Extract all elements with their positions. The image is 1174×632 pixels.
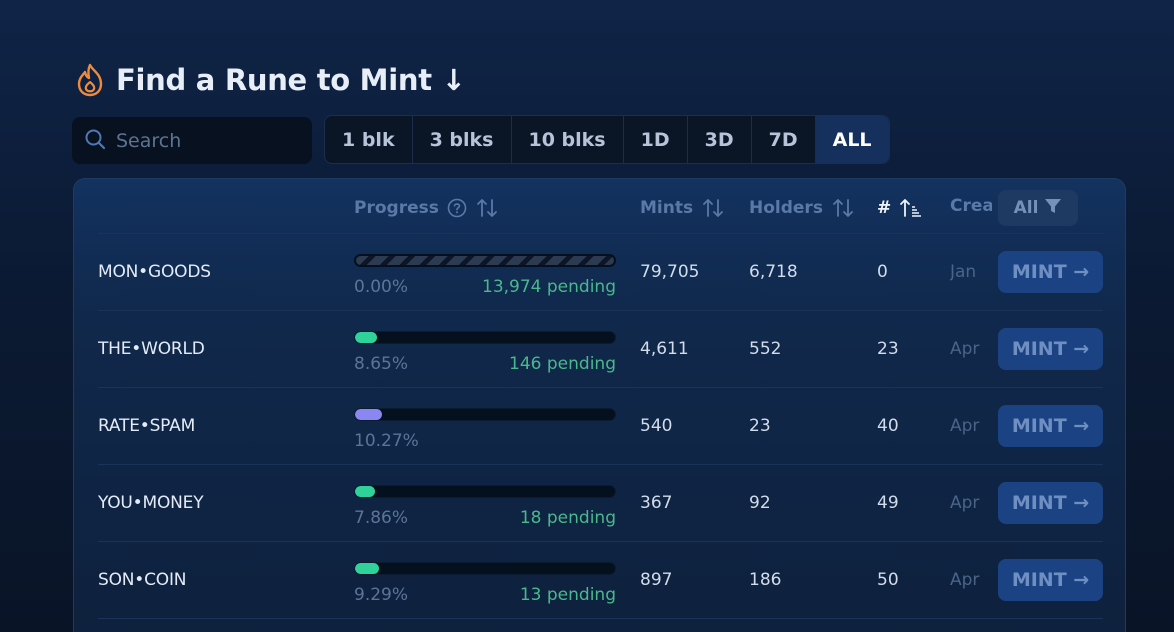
- number-header-label: #: [877, 198, 892, 218]
- rune-name[interactable]: THE•WORLD: [98, 339, 205, 359]
- rune-number: 0: [877, 262, 888, 282]
- holders-value: 23: [749, 416, 771, 436]
- created-date: Apr: [950, 339, 980, 359]
- created-date: Apr: [950, 416, 980, 436]
- table-row[interactable]: SON•COIN 9.29% 13 pending 897 186 50 Apr…: [98, 542, 1103, 619]
- progress-bar: [354, 408, 616, 421]
- all-filter-label: All: [1013, 198, 1039, 218]
- progress-bar-fill: [355, 332, 378, 343]
- rune-number: 50: [877, 570, 899, 590]
- mint-button[interactable]: MINT →: [998, 482, 1103, 524]
- mints-column-header[interactable]: Mints: [640, 196, 725, 220]
- filter-1d[interactable]: 1D: [624, 116, 688, 163]
- progress-header-label: Progress: [354, 198, 439, 218]
- mint-button[interactable]: MINT →: [998, 405, 1103, 447]
- number-column-header[interactable]: #: [877, 196, 923, 220]
- progress-percent: 10.27%: [354, 431, 419, 451]
- pending-count: 146 pending: [509, 354, 616, 374]
- rune-name[interactable]: SON•COIN: [98, 570, 187, 590]
- progress-bar-fill: [355, 563, 380, 574]
- page-title: Find a Rune to Mint ↓: [116, 63, 466, 97]
- rune-name[interactable]: MON•GOODS: [98, 262, 211, 282]
- all-filter-button[interactable]: All: [998, 190, 1078, 226]
- progress-bar-fill: [355, 486, 376, 497]
- created-date: Apr: [950, 570, 980, 590]
- pending-count: 13,974 pending: [482, 277, 616, 297]
- search-icon: [84, 128, 106, 154]
- rune-number: 40: [877, 416, 899, 436]
- progress-column-header[interactable]: Progress: [354, 196, 499, 220]
- mints-value: 897: [640, 570, 673, 590]
- table-header: Progress Mints Holders: [98, 179, 1103, 234]
- mint-button[interactable]: MINT →: [998, 251, 1103, 293]
- filter-7d[interactable]: 7D: [752, 116, 816, 163]
- sort-icon[interactable]: [701, 196, 725, 220]
- progress-percent: 9.29%: [354, 585, 409, 605]
- filter-all[interactable]: ALL: [815, 116, 889, 163]
- progress-bar: [354, 562, 616, 575]
- progress-bar-fill: [355, 409, 382, 420]
- rune-number: 49: [877, 493, 899, 513]
- table-row[interactable]: MON•GOODS 0.00% 13,974 pending 79,705 6,…: [98, 234, 1103, 311]
- progress-bar: [354, 331, 616, 344]
- created-header-label: Created: [950, 196, 992, 216]
- mints-value: 4,611: [640, 339, 689, 359]
- table-row[interactable]: THE•WORLD 8.65% 146 pending 4,611 552 23…: [98, 311, 1103, 388]
- rune-name[interactable]: RATE•SPAM: [98, 416, 196, 436]
- time-filter-group: 1 blk 3 blks 10 blks 1D 3D 7D ALL: [324, 115, 890, 164]
- holders-value: 92: [749, 493, 771, 513]
- filter-3-blks[interactable]: 3 blks: [413, 116, 512, 163]
- filter-3d[interactable]: 3D: [688, 116, 752, 163]
- fire-icon: [74, 62, 106, 98]
- holders-value: 552: [749, 339, 782, 359]
- progress-percent: 7.86%: [354, 508, 409, 528]
- rune-number: 23: [877, 339, 899, 359]
- pending-count: 18 pending: [519, 508, 616, 528]
- created-column-header[interactable]: Created: [950, 196, 992, 216]
- mints-value: 367: [640, 493, 673, 513]
- created-date: Jan: [950, 262, 977, 282]
- mint-button[interactable]: MINT →: [998, 328, 1103, 370]
- sort-ascending-icon[interactable]: [899, 196, 923, 220]
- filter-1-blk[interactable]: 1 blk: [325, 116, 413, 163]
- sort-icon[interactable]: [475, 196, 499, 220]
- pending-count: 13 pending: [519, 585, 616, 605]
- table-row[interactable]: YOU•MONEY 7.86% 18 pending 367 92 49 Apr…: [98, 465, 1103, 542]
- rune-table: Progress Mints Holders: [98, 179, 1103, 619]
- rune-name[interactable]: YOU•MONEY: [98, 493, 204, 513]
- holders-column-header[interactable]: Holders: [749, 196, 855, 220]
- mints-value: 79,705: [640, 262, 700, 282]
- sort-icon[interactable]: [831, 196, 855, 220]
- progress-bar: [354, 485, 616, 498]
- created-date: Apr: [950, 493, 980, 513]
- progress-bar: [354, 254, 616, 267]
- filter-icon: [1044, 197, 1062, 220]
- progress-percent: 8.65%: [354, 354, 409, 374]
- page-header: Find a Rune to Mint ↓: [74, 62, 466, 98]
- help-icon[interactable]: [447, 198, 467, 218]
- mints-header-label: Mints: [640, 198, 694, 218]
- table-row[interactable]: RATE•SPAM 10.27% 540 23 40 Apr MINT →: [98, 388, 1103, 465]
- search-input[interactable]: [116, 129, 306, 152]
- holders-value: 186: [749, 570, 782, 590]
- holders-header-label: Holders: [749, 198, 823, 218]
- search-box[interactable]: [72, 117, 312, 164]
- filter-10-blks[interactable]: 10 blks: [512, 116, 624, 163]
- mint-button[interactable]: MINT →: [998, 559, 1103, 601]
- rune-table-panel: Progress Mints Holders: [73, 178, 1126, 632]
- progress-percent: 0.00%: [354, 277, 409, 297]
- mints-value: 540: [640, 416, 673, 436]
- holders-value: 6,718: [749, 262, 798, 282]
